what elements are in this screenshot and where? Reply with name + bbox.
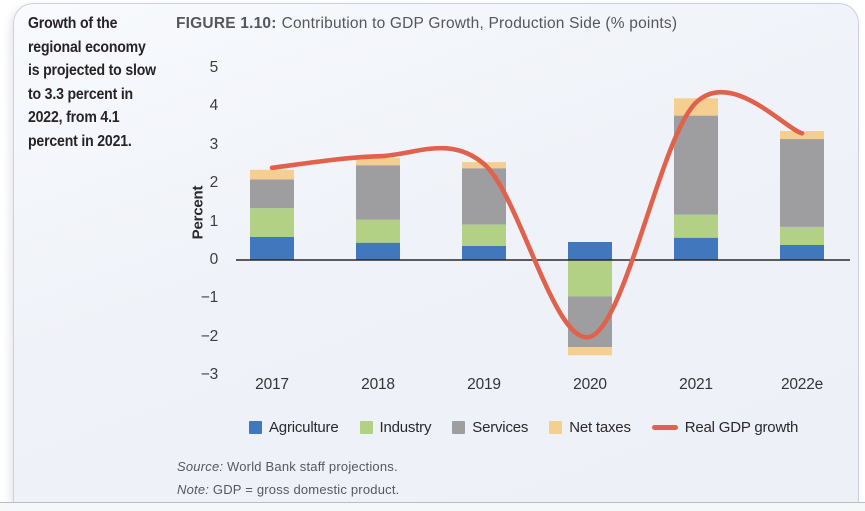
legend-label: Industry [379, 418, 432, 436]
legend-line-sample-icon [651, 424, 678, 430]
x-axis-label-2022e: 2022e [780, 376, 824, 393]
bar-segment-agriculture-2019 [462, 245, 506, 260]
bar-segment-industry-2020 [568, 260, 612, 297]
source-text: World Bank staff projections. [227, 459, 398, 474]
figure-title: Contribution to GDP Growth, Production S… [281, 15, 678, 32]
chart-area: 5 4 3 2 1 0 −1 −2 −3 2017 2018 2019 2020 2021 2022e [201, 58, 860, 408]
note-line: Note: GDP = gross domestic product. [177, 482, 399, 497]
legend-item-industry: Industry [359, 418, 432, 436]
bar-segment-services-2019 [462, 168, 506, 225]
legend-swatch-icon [249, 420, 262, 434]
y-tick-label: −1 [200, 289, 218, 306]
legend-label: Agriculture [269, 418, 339, 436]
legend-item-real-gdp-growth: Real GDP growth [651, 418, 799, 436]
y-tick-label: −3 [200, 366, 218, 383]
figure-label: FIGURE 1.10: [176, 15, 277, 32]
y-axis-title: Percent [189, 185, 207, 240]
sidebar-note-line: to 3.3 percent in [28, 85, 133, 103]
bar-segment-industry-2021 [674, 214, 718, 238]
y-tick-label: 4 [209, 97, 219, 114]
legend-swatch-icon [549, 420, 563, 434]
legend-item-net-taxes: Net taxes [549, 419, 631, 436]
legend-swatch-icon [359, 420, 373, 434]
bar-segment-services-2017 [250, 179, 294, 209]
source-label: Source: [177, 459, 224, 474]
bar-segment-services-2018 [356, 165, 400, 220]
x-axis-label-2020: 2020 [573, 376, 607, 393]
bar-segment-industry-2019 [462, 224, 506, 246]
y-tick-label: 2 [209, 174, 219, 191]
real-gdp-growth-line [269, 89, 805, 340]
x-axis-label-2021: 2021 [679, 376, 713, 393]
y-tick-label: −2 [200, 328, 218, 345]
figure-heading: FIGURE 1.10: Contribution to GDP Growth, … [176, 15, 836, 33]
bar-segment-agriculture-2020 [568, 242, 612, 260]
x-axis-label-2018: 2018 [361, 376, 395, 393]
sidebar-note-line: regional economy [28, 38, 146, 56]
bottom-strip [0, 503, 865, 511]
x-axis-label-2019: 2019 [467, 376, 501, 393]
x-axis-label-2017: 2017 [255, 376, 289, 393]
y-tick-label: 5 [209, 59, 219, 76]
bar-segment-industry-2017 [250, 208, 294, 237]
bar-segment-industry-2022e [780, 227, 824, 245]
legend-label: Net taxes [569, 418, 631, 436]
bar-segment-agriculture-2017 [250, 237, 294, 260]
bar-segment-services-2022e [780, 139, 824, 227]
sidebar-note-line: 2022, from 4.1 [28, 109, 120, 126]
bar-segment-net-taxes-2017 [250, 169, 294, 180]
sidebar-note-line: Growth of the [28, 15, 118, 32]
bar-segment-industry-2018 [356, 219, 400, 243]
bottom-rule [0, 502, 865, 503]
bar-segment-net-taxes-2018 [356, 157, 400, 166]
sidebar-note-line: is projected to slow [28, 62, 156, 79]
chart-canvas [236, 89, 850, 356]
bar-segment-agriculture-2022e [780, 245, 824, 260]
sidebar-note-line: percent in 2021. [28, 132, 132, 150]
bar-segment-net-taxes-2020 [568, 347, 612, 356]
legend-swatch-icon [452, 420, 466, 434]
legend-item-services: Services [452, 419, 528, 436]
note-label: Note: [177, 482, 210, 497]
note-text: GDP = gross domestic product. [212, 482, 400, 497]
bar-segment-agriculture-2021 [674, 237, 718, 260]
legend-label: Real GDP growth [684, 418, 799, 436]
legend-label: Services [472, 418, 529, 436]
source-note: Source: World Bank staff projections. [177, 459, 398, 474]
y-tick-label: 0 [209, 251, 219, 268]
bar-segment-services-2021 [674, 115, 718, 215]
bar-segment-agriculture-2018 [356, 242, 400, 260]
sidebar-note: Growth of the regional economy is projec… [28, 12, 178, 153]
y-tick-label: 1 [209, 213, 219, 230]
bar-segment-net-taxes-2021 [674, 98, 718, 116]
y-tick-label: 3 [209, 136, 219, 153]
chart-legend: Agriculture Industry Services Net taxes Real… [249, 418, 799, 436]
legend-item-agriculture: Agriculture [249, 419, 339, 436]
